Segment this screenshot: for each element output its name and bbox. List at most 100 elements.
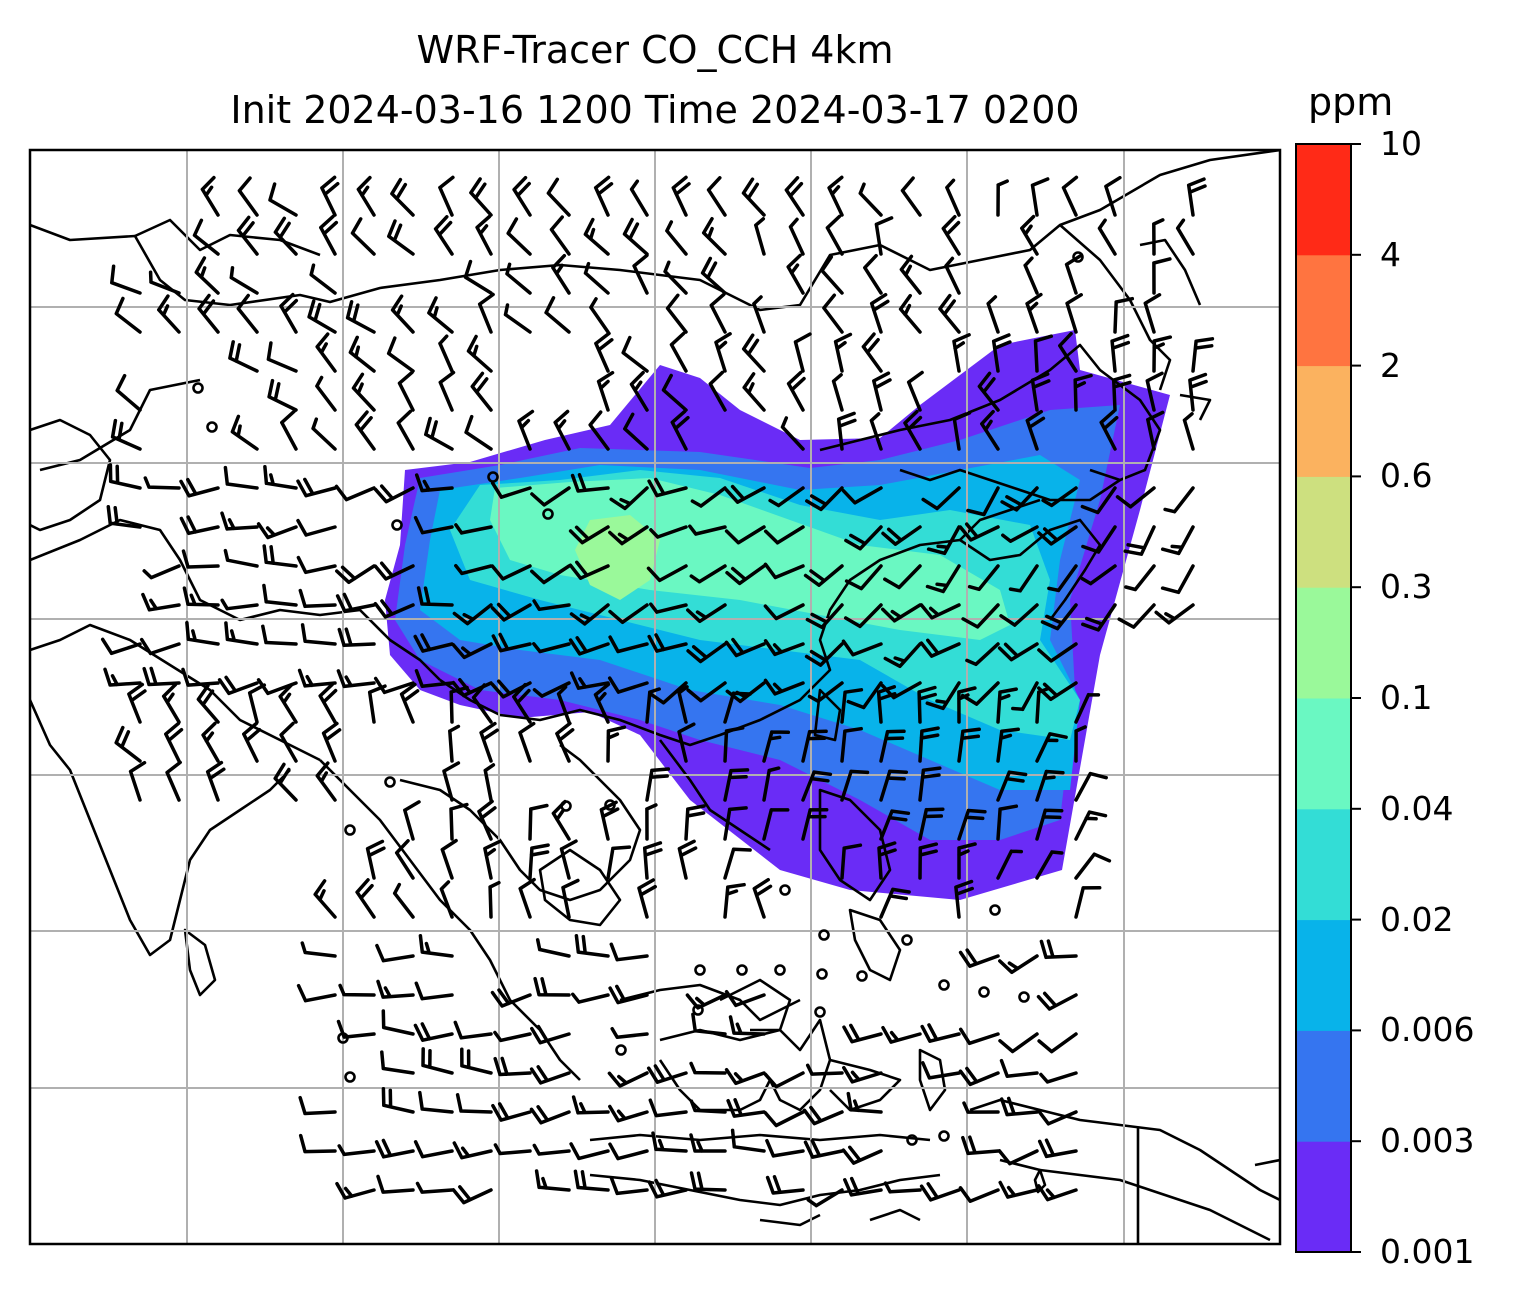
wind-barb <box>962 1101 1000 1114</box>
wind-barb <box>863 253 883 295</box>
wind-barb <box>350 217 376 256</box>
wind-barb <box>804 642 844 667</box>
wind-barb <box>455 1093 493 1114</box>
wind-barb <box>724 525 766 545</box>
wind-barb <box>801 808 829 841</box>
wind-barb <box>337 1144 376 1157</box>
wind-barb <box>337 627 376 648</box>
wind-barb <box>230 414 259 451</box>
wind-barb <box>556 685 571 724</box>
wind-barb <box>309 263 337 295</box>
wind-barb <box>879 887 911 919</box>
map-frame <box>28 148 1282 1246</box>
wind-barb <box>1073 373 1093 412</box>
wind-barb <box>1001 525 1039 543</box>
wind-barb <box>263 465 298 490</box>
wind-barb <box>610 1026 649 1039</box>
wind-barb <box>1099 409 1119 451</box>
wind-barb <box>1191 337 1215 373</box>
wind-barb <box>296 518 337 537</box>
wind-barb <box>926 525 961 556</box>
wind-barb <box>1008 564 1039 593</box>
wind-barb <box>139 637 181 656</box>
wind-barb <box>442 761 461 802</box>
colorbar-swatch <box>1296 476 1351 588</box>
wind-barb <box>506 217 532 256</box>
wind-barb <box>632 253 649 295</box>
colorbar-tick-label: 0.001 <box>1380 1232 1475 1271</box>
wind-barb <box>454 563 493 576</box>
wind-barb <box>822 293 844 334</box>
wind-barb <box>490 481 532 499</box>
wind-barb <box>1039 1071 1078 1084</box>
wind-barb <box>762 730 791 763</box>
wind-barb <box>530 1024 571 1045</box>
wind-barb <box>918 842 939 880</box>
wind-barb <box>1035 686 1050 724</box>
wind-barb <box>583 217 610 256</box>
wind-barb <box>483 839 502 880</box>
wind-barb <box>762 808 790 841</box>
wind-barb <box>742 372 766 412</box>
wind-barb <box>944 256 961 295</box>
wind-barb <box>1074 810 1108 841</box>
wind-barb <box>588 410 610 451</box>
wind-barb <box>298 1133 337 1154</box>
wind-barb <box>490 564 532 581</box>
wind-barb <box>840 843 863 880</box>
wind-barb <box>921 1061 961 1080</box>
wind-barb <box>1025 409 1046 451</box>
wind-barb <box>440 838 458 880</box>
wind-barb <box>1074 852 1112 880</box>
wind-barb <box>336 1019 376 1039</box>
wind-barb <box>881 1025 922 1044</box>
wind-barb <box>1047 564 1078 593</box>
wind-barb <box>381 1009 415 1036</box>
wind-barb <box>730 1128 766 1153</box>
wind-barb <box>1163 486 1195 514</box>
wind-barb <box>1023 256 1039 295</box>
wind-barb <box>477 799 497 841</box>
wind-barb <box>997 642 1039 662</box>
wind-barb <box>741 333 766 373</box>
wind-barb <box>1146 410 1165 451</box>
wind-barb <box>396 409 415 451</box>
wind-barb <box>647 633 688 653</box>
wind-barb <box>646 1064 688 1084</box>
wind-barb <box>530 486 571 507</box>
wind-barb <box>844 564 883 591</box>
wind-barb <box>532 599 571 612</box>
wind-barb <box>645 767 671 802</box>
wind-barb <box>952 333 971 373</box>
wind-barb <box>1030 177 1050 217</box>
wind-barb <box>648 1098 688 1118</box>
wind-barb <box>841 1145 883 1165</box>
wind-barb <box>649 525 688 539</box>
wind-barb <box>568 525 610 545</box>
wind-barb <box>335 1181 376 1200</box>
wind-barb <box>348 335 376 373</box>
wind-barb <box>958 948 1000 968</box>
wind-barb <box>224 621 259 646</box>
wind-barb <box>247 683 267 724</box>
wind-barb <box>449 802 469 841</box>
wind-barb <box>512 175 532 217</box>
wind-barb <box>996 727 1020 763</box>
contour-band-6 <box>575 515 660 600</box>
wind-barb <box>763 1110 805 1128</box>
wind-barb <box>1035 808 1064 841</box>
wind-barb <box>1080 564 1117 586</box>
wind-barb <box>503 303 532 334</box>
wind-barb <box>376 1174 415 1194</box>
calm-wind-marker <box>206 421 218 433</box>
wind-barb <box>919 638 961 658</box>
wind-barb <box>1065 293 1083 334</box>
wind-barb <box>728 1015 766 1036</box>
wind-barb <box>297 668 337 688</box>
wind-barb <box>1035 850 1064 880</box>
calm-wind-marker <box>818 929 830 941</box>
wind-barb <box>763 525 805 545</box>
wind-barb <box>532 681 571 698</box>
wind-barb <box>763 678 805 696</box>
wind-barb <box>833 332 853 373</box>
